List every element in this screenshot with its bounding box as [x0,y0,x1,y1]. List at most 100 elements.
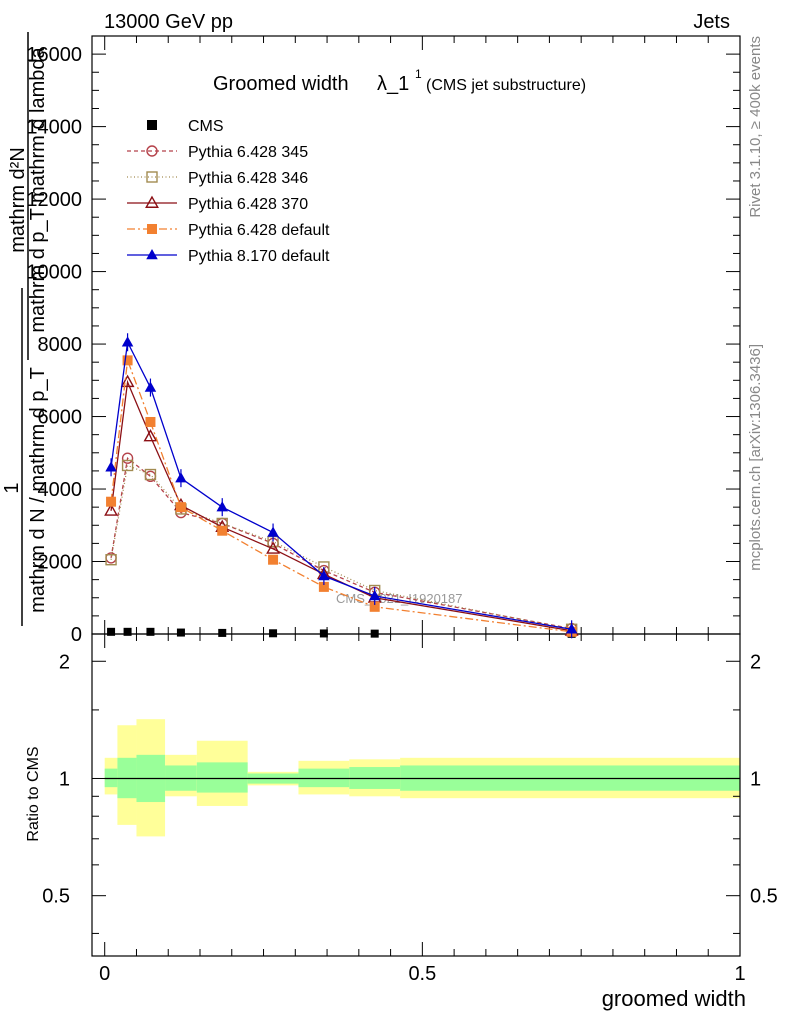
title-symbol-sup: 1 [415,67,422,81]
data-point [266,541,281,554]
ratio-y-tick-label-right: 2 [750,651,761,673]
legend-label: Pythia 6.428 345 [188,144,308,161]
legend-marker [147,120,157,130]
legend-marker [147,224,157,234]
series-line [110,464,572,630]
x-tick-label: 0.5 [408,963,436,985]
data-point [218,628,227,637]
data-point [267,526,279,537]
legend-item: Pythia 6.428 370 [127,195,308,213]
legend-label: Pythia 6.428 346 [188,170,308,187]
y-tick-label: 12000 [26,189,82,211]
data-point [143,429,158,442]
y-tick-label: 8000 [38,334,83,356]
legend-marker [146,145,158,157]
ratio-y-tick-label: 1 [59,768,70,790]
legend-item: Pythia 8.170 default [127,248,330,265]
ratio-frame [91,633,741,957]
header-right: Jets [693,11,730,33]
legend-label: Pythia 8.170 default [188,248,330,265]
x-tick-label: 1 [734,963,745,985]
ylabel-part-4: mathrm d N / mathrm d p_T [27,367,49,613]
data-point [107,627,116,636]
legend-label: Pythia 6.428 default [188,222,330,239]
main-y-axis: 0 2000 4000 6000 8000 10000 12000 14000 16000 [26,35,740,646]
data-point [105,461,117,472]
ylabel-part-3: 1 [1,482,23,493]
rivet-label: Rivet 3.1.10, ≥ 400k events [747,36,764,218]
data-point [175,502,186,513]
data-point [121,459,134,472]
data-point [565,623,578,634]
legend-marker [146,171,158,183]
data-point [319,629,328,638]
series-line [110,360,572,633]
ylabel-part-2: mathrm d p_T mathrm d lambda [27,46,49,332]
title-symbol: λ_1 [377,73,409,95]
legend: CMS Pythia 6.428 345 Pythia 6.428 346 Pythi… [127,118,330,265]
title-main: Groomed width [213,73,349,95]
data-point [268,554,279,565]
data-point [121,336,134,347]
ratio-y-axis: 0.5 0.5 1 1 2 2 [42,651,778,934]
title-subtitle: (CMS jet substructure) [426,77,586,94]
legend-item: CMS [147,118,224,135]
data-point [120,374,135,388]
watermark: CMS_2021_I1920187 [336,591,463,606]
y-tick-label: 0 [71,624,82,646]
data-point [176,628,185,637]
main-y-label: mathrm d²N mathrm d p_T mathrm d lambda … [1,32,49,626]
y-tick-label: 6000 [38,407,83,429]
ratio-y-tick-label-right: 1 [750,768,761,790]
series-layer [104,333,579,639]
main-x-ticks [104,36,741,634]
data-point [269,629,278,638]
data-point [104,503,119,516]
series-2 [105,459,578,635]
ratio-inner-band [196,762,248,793]
ratio-y-tick-label-right: 0.5 [750,886,778,908]
y-tick-label: 4000 [38,479,83,501]
ylabel-part-1: mathrm d²N [7,147,29,253]
data-point [217,525,228,536]
ratio-y-tick-label: 0.5 [42,886,70,908]
ratio-bands [104,719,740,837]
y-tick-label: 10000 [26,262,82,284]
data-point [144,468,157,481]
data-point [318,570,330,581]
legend-marker [145,195,159,208]
data-point [370,629,379,638]
ratio-x-axis: 0 0.5 1 [99,634,746,985]
y-tick-label: 14000 [26,117,82,139]
data-point [368,589,381,601]
data-point [216,501,228,512]
data-point [105,554,117,566]
data-point [369,601,380,612]
ratio-y-label: Ratio to CMS [25,746,42,841]
x-axis-label: groomed width [602,986,746,1011]
ratio-y-tick-label: 2 [59,651,70,673]
data-point [146,627,155,636]
data-point [122,355,133,366]
data-point [121,452,134,464]
data-point [318,581,329,592]
data-point [106,496,117,507]
legend-marker [146,249,158,260]
chart-title: Groomed width λ_1 1 (CMS jet substructur… [213,67,586,95]
mcplots-label: mcplots.cern.ch [arXiv:1306.3436] [747,344,764,571]
legend-item: Pythia 6.428 default [127,222,330,239]
data-point [144,381,157,392]
series-0 [107,627,576,638]
legend-item: Pythia 6.428 346 [127,170,308,187]
data-point [123,627,132,636]
y-tick-label: 16000 [26,44,82,66]
legend-item: Pythia 6.428 345 [127,144,308,161]
series-5 [105,333,578,639]
x-tick-label: 0 [99,963,110,985]
legend-label: Pythia 6.428 370 [188,196,308,213]
data-point [175,472,187,483]
series-line [110,340,572,630]
legend-label: CMS [188,118,224,135]
header-left: 13000 GeV pp [104,11,233,33]
